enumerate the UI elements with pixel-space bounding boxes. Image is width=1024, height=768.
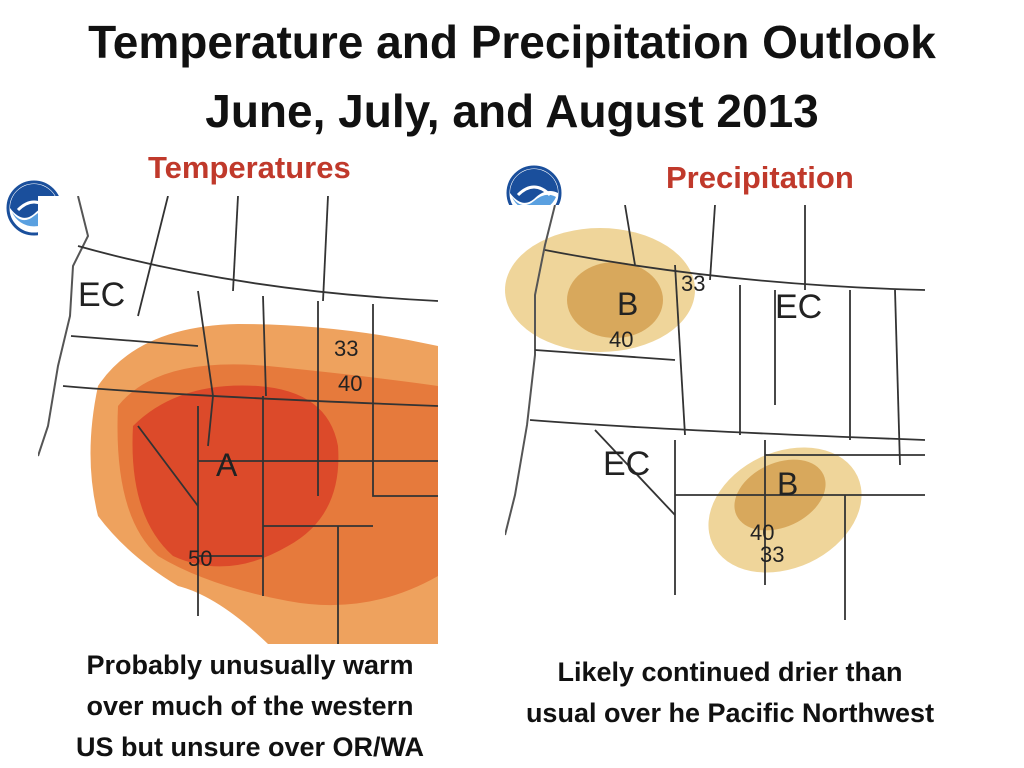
- temperature-heading: Temperatures: [148, 150, 351, 185]
- below-normal-40-area-northwest: [567, 262, 663, 338]
- temperature-outlook-map: EC A 33 40 50: [38, 196, 438, 644]
- precipitation-caption-line-2: usual over he Pacific Northwest: [525, 698, 935, 728]
- ec-label-west: EC: [603, 445, 650, 483]
- precipitation-heading: Precipitation: [666, 160, 854, 195]
- title-line-1: Temperature and Precipitation Outlook: [88, 16, 936, 68]
- contour-40-label-northwest: 40: [609, 327, 633, 352]
- below-normal-label-northwest: B: [617, 286, 638, 322]
- temperature-caption: Probably unusually warm over much of the…: [40, 645, 460, 768]
- contour-40-label-plains: 40: [750, 520, 774, 545]
- temperature-caption-line-2: over much of the western: [86, 691, 414, 721]
- temperature-caption-line-3: US but unsure over OR/WA: [75, 732, 425, 762]
- ec-label-north: EC: [775, 288, 822, 326]
- contour-40-label: 40: [338, 371, 362, 396]
- title-line-2: June, July, and August 2013: [205, 85, 819, 137]
- precipitation-caption: Likely continued drier than usual over h…: [490, 652, 970, 734]
- temperature-caption-line-1: Probably unusually warm: [86, 650, 414, 680]
- ec-label: EC: [78, 276, 125, 314]
- below-normal-label-plains: B: [777, 466, 798, 502]
- above-normal-label: A: [216, 447, 238, 483]
- contour-33-label: 33: [334, 336, 358, 361]
- contour-33-label-northwest: 33: [681, 271, 705, 296]
- precipitation-outlook-map: EC EC B B 33 40 40 33: [505, 205, 925, 620]
- precipitation-caption-line-1: Likely continued drier than: [557, 657, 903, 687]
- contour-33-label-plains: 33: [760, 542, 784, 567]
- above-normal-50-area: [132, 385, 339, 567]
- contour-50-label: 50: [188, 546, 212, 571]
